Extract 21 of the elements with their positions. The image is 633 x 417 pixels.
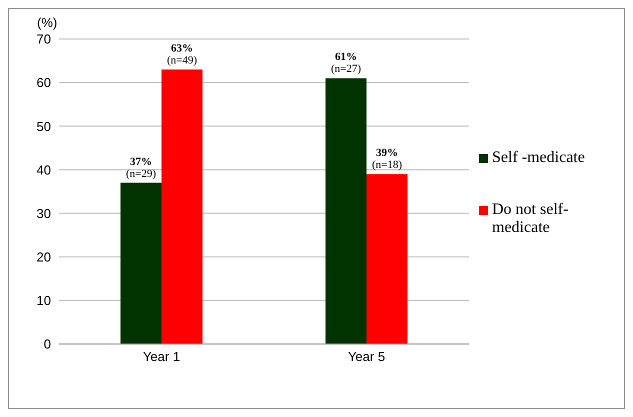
bar [162, 70, 202, 344]
y-tick-label: 30 [36, 206, 51, 221]
bar [120, 182, 162, 344]
x-tick-label: Year 1 [142, 349, 180, 364]
y-tick-label: 70 [36, 32, 51, 47]
y-tick-label: 50 [36, 118, 51, 134]
data-label: 37% (n=29) [126, 156, 156, 180]
legend-label: Do not self-medicate [492, 201, 570, 237]
y-tick-label: 60 [36, 75, 51, 90]
y-tick-label: 0 [44, 336, 51, 352]
data-label: 61% (n=27) [330, 51, 362, 76]
legend-label: Self -medicate [492, 149, 585, 167]
data-label: 39% (n=18) [372, 147, 402, 172]
y-axis-title: (%) [37, 15, 58, 30]
y-tick-label: 10 [36, 293, 51, 308]
y-tick-label: 40 [36, 162, 51, 178]
data-label: 63% (n=49) [166, 42, 198, 66]
bar [326, 78, 366, 344]
y-tick-label: 20 [36, 249, 51, 264]
x-tick-label: Year 5 [348, 349, 386, 364]
bar [366, 174, 408, 344]
